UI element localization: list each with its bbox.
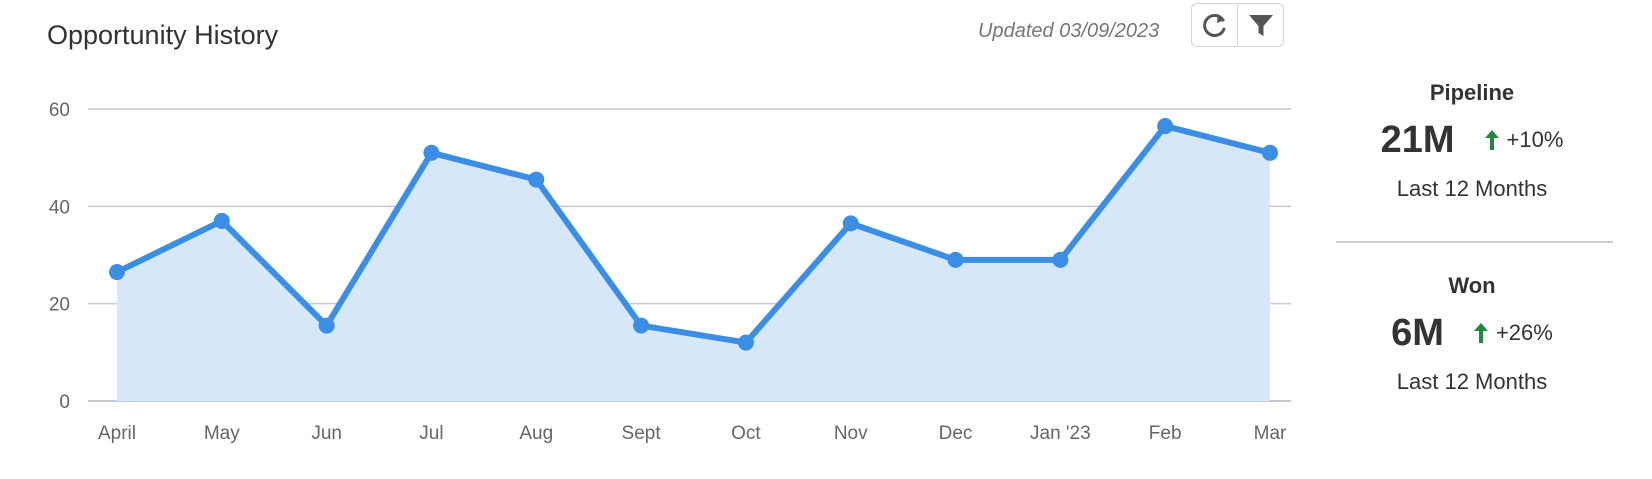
- kpi-value: 6M: [1391, 311, 1444, 354]
- data-point: [1157, 118, 1174, 135]
- kpi-pipeline: Pipeline 21M +10% Last 12 Months: [1336, 80, 1608, 202]
- x-tick-label: Dec: [939, 423, 973, 444]
- data-point: [109, 264, 125, 281]
- data-point: [528, 171, 545, 188]
- data-point: [737, 334, 754, 351]
- x-tick-label: Feb: [1149, 423, 1182, 444]
- chart-toolbar: [1191, 3, 1284, 47]
- data-point: [633, 317, 650, 334]
- x-tick-label: Aug: [519, 423, 553, 444]
- data-point: [842, 215, 859, 232]
- y-tick-label: 60: [49, 100, 70, 121]
- kpi-label: Pipeline: [1429, 80, 1515, 105]
- kpi-change: +10%: [1506, 127, 1564, 152]
- refresh-button[interactable]: [1192, 4, 1237, 46]
- series-area: [117, 126, 1270, 402]
- kpi-period: Last 12 Months: [1396, 369, 1548, 394]
- kpi-period: Last 12 Months: [1396, 176, 1548, 201]
- kpi-label: Won: [1448, 273, 1496, 298]
- x-tick-label: Nov: [834, 423, 868, 444]
- refresh-icon: [1202, 13, 1225, 37]
- x-tick-label: April: [98, 423, 136, 444]
- kpi-value: 21M: [1380, 118, 1455, 161]
- data-point: [1262, 144, 1278, 161]
- kpi-won: Won 6M +26% Last 12 Months: [1336, 273, 1608, 395]
- x-tick-label: May: [204, 423, 240, 444]
- opportunity-history-chart: 0 20 40 60 April May Jun Jul Aug Sept Oct Nov Dec Jan…: [49, 100, 1291, 444]
- x-tick-label: Jul: [419, 423, 443, 444]
- filter-icon: [1248, 15, 1273, 36]
- data-point: [1052, 251, 1069, 268]
- data-point: [423, 144, 440, 161]
- y-tick-label: 20: [49, 295, 70, 316]
- data-point: [213, 212, 230, 229]
- arrow-up-icon: [1473, 323, 1488, 343]
- data-point: [947, 251, 964, 268]
- filter-button[interactable]: [1237, 4, 1283, 46]
- y-tick-label: 40: [49, 197, 70, 218]
- updated-timestamp: Updated 03/09/2023: [978, 20, 1160, 42]
- kpi-change: +26%: [1495, 320, 1553, 345]
- x-tick-label: Jan '23: [1030, 423, 1091, 444]
- x-tick-label: Mar: [1254, 423, 1287, 444]
- arrow-up-icon: [1484, 130, 1499, 150]
- series-line: [114, 123, 1273, 346]
- x-tick-label: Oct: [731, 423, 761, 444]
- kpi-divider: [1336, 241, 1613, 243]
- page-title: Opportunity History: [47, 20, 279, 50]
- data-point: [318, 317, 335, 334]
- x-tick-label: Sept: [622, 423, 662, 444]
- y-tick-label: 0: [59, 392, 70, 413]
- x-tick-label: Jun: [311, 423, 342, 444]
